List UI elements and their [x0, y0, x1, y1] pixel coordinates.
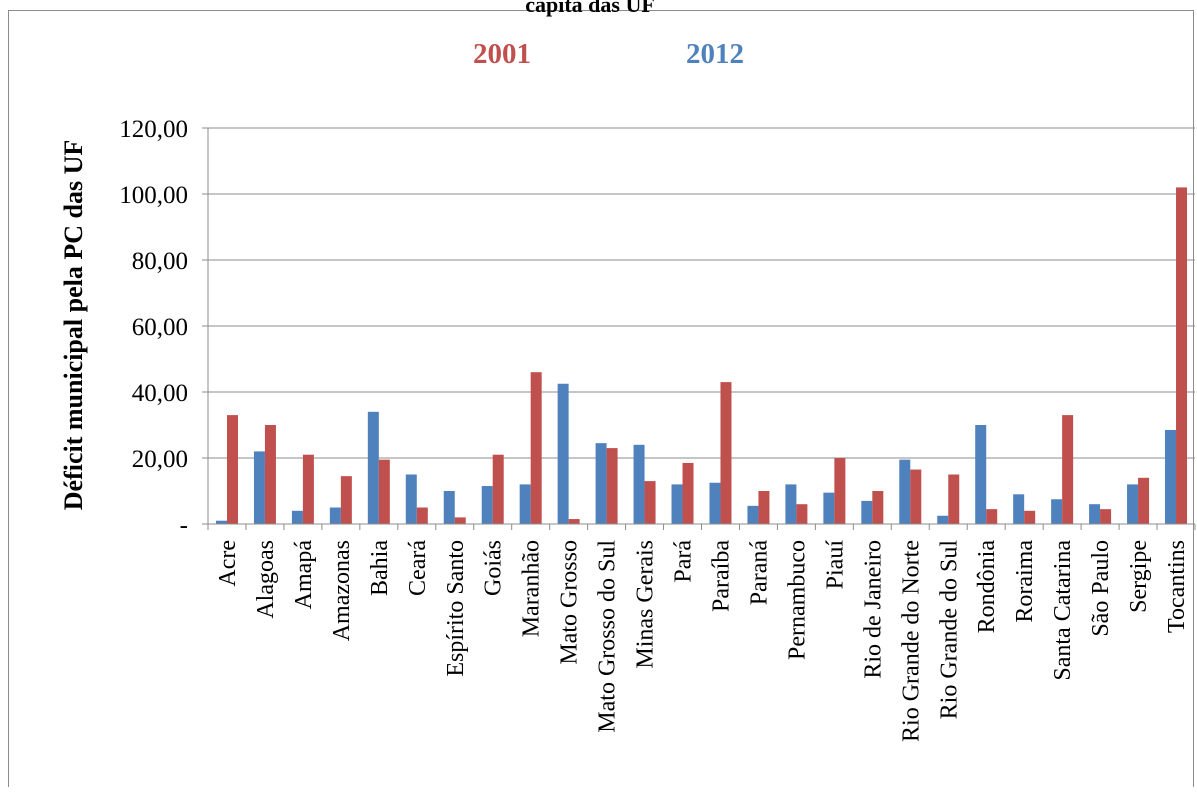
bar-2012-piaui [823, 492, 835, 524]
bar-2012-para [671, 484, 683, 524]
x-tick-labels: Acre Alagoas Amapá Amazonas Bahia Ceará Espíri… [207, 524, 1196, 742]
bars [215, 187, 1188, 524]
bar-2001-amapa [302, 454, 314, 524]
bar-2001-acre [226, 415, 238, 524]
bar-2001-para [682, 462, 694, 524]
x-tick-label-roraima: Roraima [1012, 540, 1038, 623]
bar-2012-minas-gerais [633, 444, 645, 524]
x-tick-label-acre: Acre [215, 540, 241, 587]
bar-2012-espirito-santo [443, 491, 455, 524]
bar-2001-maranhao [530, 372, 542, 524]
x-tick-label-goias: Goiás [481, 540, 507, 596]
x-tick-label-tocantins: Tocantins [1164, 540, 1190, 633]
bar-2012-bahia [367, 411, 379, 524]
x-tick-label-mato-grosso-do-sul: Mato Grosso do Sul [595, 540, 621, 733]
chart-title: capita das UF [525, 0, 655, 17]
x-tick-label-bahia: Bahia [367, 540, 393, 596]
bar-2001-pernambuco [796, 504, 808, 524]
bar-2012-acre [215, 520, 227, 524]
bar-2001-mato-grosso [568, 519, 580, 524]
bar-2012-mato-grosso-do-sul [595, 443, 607, 524]
bar-2012-sao-paulo [1089, 504, 1101, 524]
bar-2001-paraiba [720, 382, 732, 524]
x-tick-label-parana: Paraná [746, 540, 772, 606]
bar-2012-goias [481, 486, 493, 524]
bar-2012-santa-catarina [1051, 499, 1063, 524]
bar-2012-amapa [291, 510, 303, 524]
bar-2012-pernambuco [785, 484, 797, 524]
y-tick-label: 40,00 [132, 380, 188, 407]
bar-2012-alagoas [253, 451, 265, 524]
bar-2012-rio-grande-do-norte [899, 459, 911, 524]
x-tick-label-rondonia: Rondônia [974, 540, 1000, 634]
x-tick-label-mato-grosso: Mato Grosso [557, 540, 583, 665]
bar-2012-parana [747, 505, 759, 524]
x-tick-label-piaui: Piauí [822, 540, 848, 590]
bar-2001-amazonas [340, 476, 352, 524]
bar-2001-mato-grosso-do-sul [606, 448, 618, 524]
bar-2001-tocantins [1176, 187, 1188, 524]
bar-2001-espirito-santo [454, 517, 466, 524]
bar-2001-goias [492, 454, 504, 524]
x-tick-label-para: Pará [671, 540, 697, 583]
bar-2012-rondonia [975, 425, 987, 524]
bar-2001-parana [758, 491, 770, 524]
x-tick-label-paraiba: Paraíba [708, 540, 734, 612]
bar-2012-mato-grosso [557, 383, 569, 524]
chart-area-border [8, 10, 1194, 792]
x-tick-label-rio-de-janeiro: Rio de Janeiro [860, 540, 886, 679]
bar-2012-tocantins [1165, 429, 1177, 524]
x-tick-label-sergipe: Sergipe [1126, 540, 1152, 613]
x-tick-label-sao-paulo: São Paulo [1088, 540, 1114, 637]
x-tick-label-maranhao: Maranhão [519, 540, 545, 637]
y-tick-label: 20,00 [132, 446, 188, 473]
bar-2001-minas-gerais [644, 481, 656, 524]
y-tick-label: - [180, 512, 188, 539]
x-tick-label-ceara: Ceará [405, 540, 431, 596]
bar-2012-amazonas [329, 507, 341, 524]
x-tick-label-rio-grande-do-norte: Rio Grande do Norte [898, 540, 924, 742]
bar-2012-maranhao [519, 484, 531, 524]
bar-2012-roraima [1013, 494, 1025, 524]
bar-2001-sergipe [1138, 477, 1150, 524]
x-tick-label-amazonas: Amazonas [329, 540, 355, 641]
legend-entry-2001: 2001 [473, 38, 531, 70]
x-tick-label-espirito-santo: Espírito Santo [443, 540, 469, 677]
bar-2012-rio-grande-do-sul [937, 515, 949, 524]
y-axis-label: Déficit municipal pela PC das UF [59, 140, 88, 511]
bar-2012-ceara [405, 474, 417, 524]
gridlines [202, 127, 1195, 525]
y-tick-labels: - 20,00 40,00 60,00 80,00 100,00 120,00 [119, 116, 188, 539]
y-tick-label: 80,00 [132, 248, 188, 275]
bar-2001-rio-grande-do-norte [910, 469, 922, 524]
bar-2001-santa-catarina [1062, 415, 1074, 524]
x-tick-label-rio-grande-do-sul: Rio Grande do Sul [936, 540, 962, 720]
legend-entry-2012: 2012 [686, 38, 744, 70]
bar-2001-rio-de-janeiro [872, 491, 884, 524]
y-tick-label: 60,00 [132, 314, 188, 341]
x-tick-label-amapa: Amapá [291, 540, 317, 610]
bar-2001-rondonia [986, 509, 998, 524]
bar-2001-piaui [834, 458, 846, 524]
bar-2001-rio-grande-do-sul [948, 474, 960, 524]
bar-2012-paraiba [709, 482, 721, 524]
bar-2001-sao-paulo [1100, 509, 1112, 524]
y-tick-label: 120,00 [119, 116, 188, 143]
x-tick-label-pernambuco: Pernambuco [784, 540, 810, 660]
x-tick-label-minas-gerais: Minas Gerais [633, 540, 659, 669]
x-tick-label-santa-catarina: Santa Catarina [1050, 540, 1076, 681]
bar-2012-sergipe [1127, 484, 1139, 524]
bar-2001-ceara [416, 507, 428, 524]
bar-2012-rio-de-janeiro [861, 500, 873, 524]
bar-2001-roraima [1024, 510, 1036, 524]
bar-2001-bahia [378, 459, 390, 524]
x-tick-label-alagoas: Alagoas [253, 540, 279, 619]
bar-2001-alagoas [264, 425, 276, 524]
y-tick-label: 100,00 [119, 182, 188, 209]
